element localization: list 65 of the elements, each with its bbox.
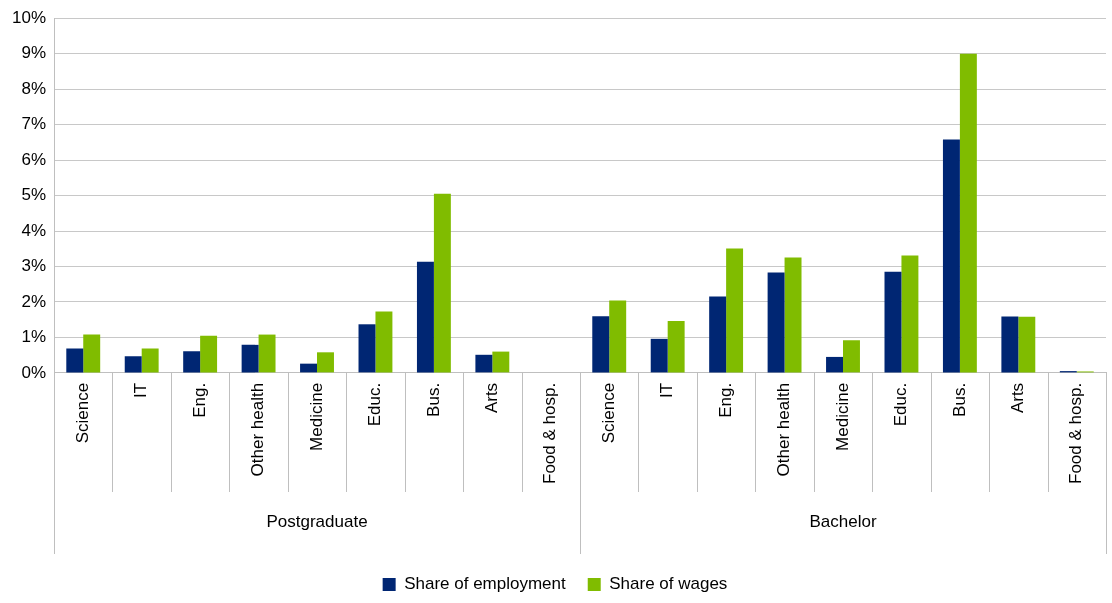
bar [959, 53, 977, 373]
legend-label: Share of employment [404, 574, 566, 594]
bar [300, 363, 318, 373]
y-tick-label: 10% [11, 7, 47, 27]
bar [709, 296, 727, 373]
text: Bachelor [809, 511, 877, 531]
bar [767, 272, 785, 373]
bar [183, 351, 201, 373]
x-tick-label: Medicine [306, 382, 326, 451]
x-tick-label: Educ. [365, 382, 385, 427]
bar [901, 255, 919, 373]
y-tick-label: 4% [21, 220, 47, 240]
x-tick-label: Arts [482, 382, 502, 414]
bar [942, 139, 960, 373]
bar [843, 340, 860, 373]
bar [83, 334, 101, 373]
bar [650, 338, 668, 373]
x-tick-label: Bus. [423, 382, 443, 417]
bar [784, 257, 802, 373]
x-tick-label: Eng. [715, 382, 735, 418]
bar [141, 348, 159, 373]
y-tick-label: 2% [21, 291, 47, 311]
x-tick-label: Eng. [189, 382, 209, 418]
x-tick-label: Bus. [949, 382, 969, 417]
bar [375, 311, 393, 373]
bar [726, 248, 744, 373]
bar [358, 324, 376, 373]
x-tick-label: Medicine [832, 382, 852, 451]
y-tick-label: 3% [21, 256, 47, 276]
y-tick-label: 8% [21, 78, 47, 98]
x-tick-label: IT [131, 382, 151, 398]
bar [826, 356, 844, 373]
bar [433, 193, 451, 373]
x-tick-label: IT [657, 382, 677, 398]
bar [609, 300, 627, 373]
x-tick-label: Food & hosp. [540, 382, 560, 484]
text: Postgraduate [266, 511, 368, 531]
x-tick-label: Food & hosp. [1066, 382, 1086, 484]
bar [317, 352, 334, 373]
bar [66, 348, 84, 373]
bar [241, 344, 259, 373]
y-tick-label: 1% [21, 327, 47, 347]
bar [1001, 316, 1019, 373]
bar [416, 261, 434, 373]
y-tick-label: 5% [21, 185, 47, 205]
y-tick-label: 7% [21, 114, 47, 134]
legend-label: Share of wages [609, 574, 728, 594]
bar [124, 356, 142, 373]
x-tick-label: Arts [1008, 382, 1028, 414]
y-tick-label: 6% [21, 149, 47, 169]
bar [492, 351, 510, 373]
bar [884, 271, 902, 373]
y-tick-label: 0% [21, 362, 47, 382]
y-tick-label: 9% [21, 43, 47, 63]
bar [475, 354, 493, 373]
x-tick-label: Other health [774, 382, 794, 477]
x-tick-label: Science [72, 382, 92, 444]
x-tick-label: Science [598, 382, 618, 444]
bar [258, 334, 276, 373]
x-tick-label: Other health [248, 382, 268, 477]
x-tick-label: Educ. [891, 382, 911, 427]
bar [592, 316, 610, 373]
bar [1018, 316, 1036, 373]
bar [200, 335, 218, 373]
bar [667, 321, 685, 373]
